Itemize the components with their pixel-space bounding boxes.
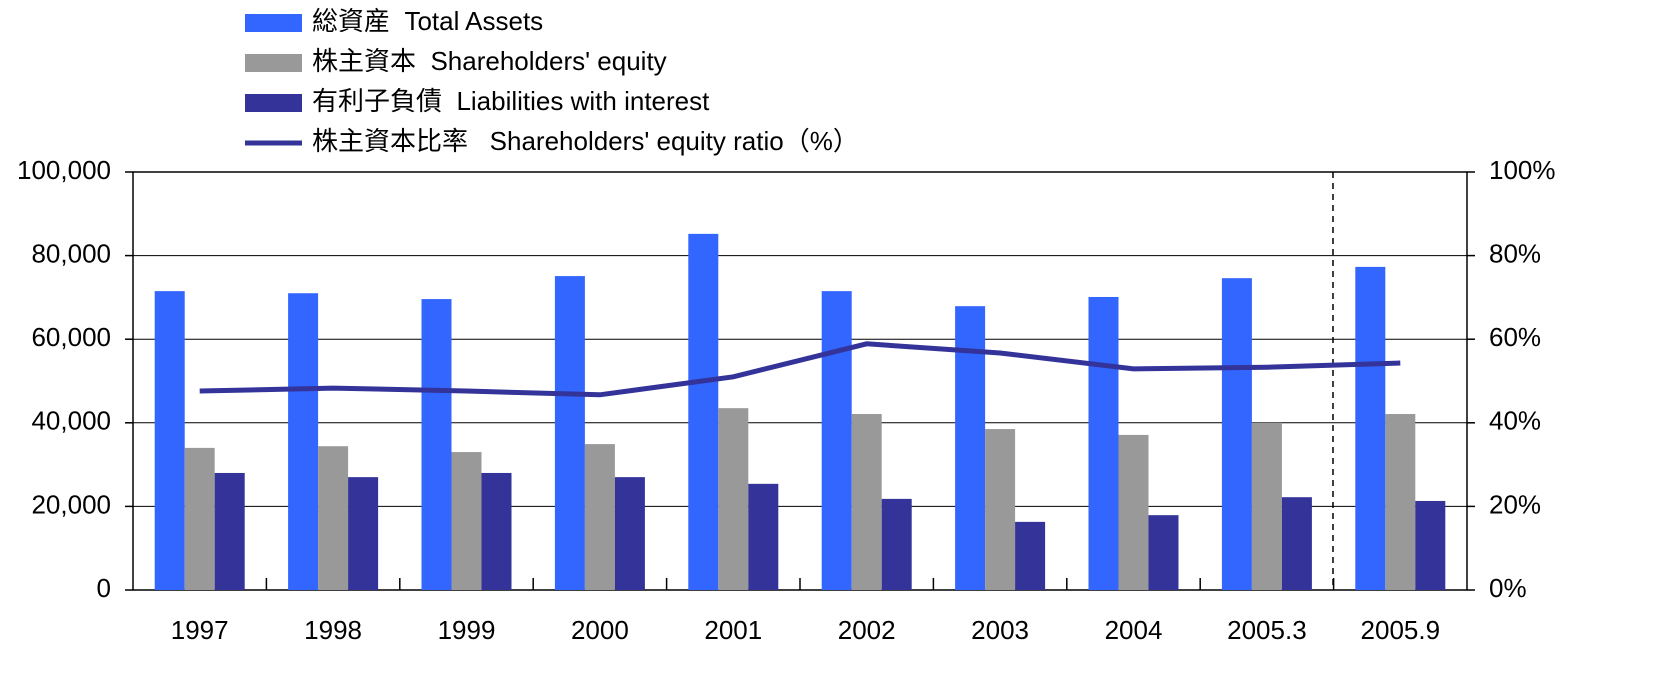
y-tick-label: 100,000 (17, 155, 111, 185)
y-tick-label: 40,000 (31, 406, 111, 436)
bar (821, 291, 852, 590)
y2-tick-label: 100% (1489, 155, 1556, 185)
bar (1251, 422, 1282, 590)
legend-label: 株主資本 Shareholders' equity (312, 46, 667, 76)
y2-tick-label: 0% (1489, 573, 1527, 603)
y-tick-label: 20,000 (31, 489, 111, 519)
y2-tick-label: 60% (1489, 322, 1541, 352)
x-tick-label: 2000 (571, 615, 629, 645)
x-tick-label: 2005.9 (1361, 615, 1441, 645)
x-tick-label: 2004 (1105, 615, 1163, 645)
legend-swatch (245, 94, 302, 112)
y-tick-label: 80,000 (31, 238, 111, 268)
bar (718, 408, 749, 590)
bar (348, 477, 379, 590)
bar (451, 452, 482, 590)
bar (288, 293, 319, 590)
bar (881, 498, 912, 590)
bar (318, 446, 349, 590)
legend-label: 株主資本比率 Shareholders' equity ratio（%） (312, 126, 859, 156)
bar (184, 447, 215, 590)
y2-tick-label: 20% (1489, 489, 1541, 519)
y-tick-label: 0 (97, 573, 111, 603)
legend-label: 有利子負債 Liabilities with interest (312, 86, 710, 116)
bar (748, 483, 779, 590)
bar (1355, 266, 1386, 590)
legend-label: 総資産 Total Assets (312, 6, 543, 36)
legend-swatch (245, 54, 302, 72)
x-tick-label: 2003 (971, 615, 1029, 645)
bar (1118, 434, 1149, 590)
bar (584, 444, 615, 590)
bar (554, 276, 585, 590)
bar (688, 233, 719, 590)
line-series (199, 341, 1401, 398)
y2-tick-label: 80% (1489, 238, 1541, 268)
legend-swatch (245, 14, 302, 32)
bar (421, 299, 452, 590)
bar (214, 472, 245, 590)
x-tick-label: 2001 (704, 615, 762, 645)
bar (985, 429, 1016, 590)
x-tick-label: 2005.3 (1227, 615, 1307, 645)
bar (851, 414, 882, 590)
x-tick-label: 1999 (438, 615, 496, 645)
bar (1415, 500, 1446, 590)
x-tick-label: 2002 (838, 615, 896, 645)
bar (154, 291, 185, 590)
y2-tick-label: 40% (1489, 406, 1541, 436)
x-tick-label: 1998 (304, 615, 362, 645)
bar (614, 477, 645, 590)
bar (1385, 414, 1416, 590)
x-tick-label: 1997 (171, 615, 229, 645)
bar (1148, 515, 1179, 590)
bar (1015, 521, 1046, 590)
bar (1221, 278, 1252, 590)
y-tick-label: 60,000 (31, 322, 111, 352)
bar (1281, 497, 1312, 590)
bar (1088, 296, 1119, 590)
bar (481, 472, 512, 590)
